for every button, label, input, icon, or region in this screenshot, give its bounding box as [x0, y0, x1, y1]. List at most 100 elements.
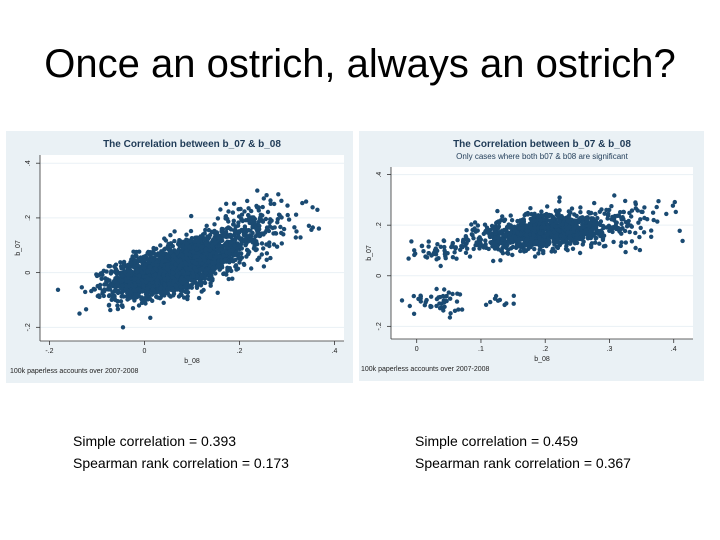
scatter-point	[285, 212, 290, 218]
scatter-point	[469, 232, 474, 237]
scatter-point	[137, 273, 142, 278]
scatter-point	[281, 226, 287, 232]
scatter-point	[210, 276, 215, 282]
scatter-point	[242, 237, 248, 242]
x-axis-label: b_08	[534, 356, 550, 363]
scatter-point	[261, 196, 266, 201]
scatter-point	[483, 238, 488, 243]
scatter-point	[232, 237, 238, 242]
scatter-point	[442, 304, 447, 309]
scatter-point	[213, 254, 219, 260]
y-tick-label: 0	[25, 271, 32, 275]
scatter-point	[627, 229, 632, 235]
scatter-point	[202, 236, 207, 242]
scatter-point	[616, 226, 621, 231]
y-axis-label: b_07	[15, 240, 22, 256]
scatter-point	[551, 222, 556, 227]
scatter-point	[136, 303, 142, 308]
scatter-point	[500, 237, 506, 242]
scatter-point	[587, 220, 593, 225]
scatter-point	[601, 225, 606, 231]
scatter-point	[469, 222, 474, 227]
scatter-point	[233, 230, 239, 236]
scatter-point	[589, 244, 594, 250]
scatter-point	[242, 233, 247, 238]
scatter-point	[573, 219, 578, 225]
scatter-point	[637, 247, 643, 253]
scatter-point	[428, 304, 433, 310]
scatter-point	[197, 268, 203, 273]
scatter-point	[633, 245, 638, 251]
scatter-point	[443, 294, 449, 299]
y-axis-label: b_07	[366, 245, 373, 261]
scatter-point	[623, 240, 628, 245]
scatter-point	[163, 290, 169, 296]
scatter-point	[206, 243, 211, 249]
scatter-point	[198, 234, 203, 239]
scatter-point	[571, 227, 576, 233]
scatter-point	[456, 307, 461, 312]
scatter-point	[184, 232, 189, 237]
scatter-point	[600, 237, 606, 243]
scatter-point	[622, 228, 628, 234]
scatter-point	[191, 249, 196, 254]
scatter-point	[263, 216, 269, 222]
scatter-point	[206, 276, 212, 282]
scatter-point	[161, 300, 166, 305]
scatter-point	[517, 241, 522, 246]
scatter-point	[524, 229, 530, 234]
scatter-point	[298, 235, 303, 240]
x-tick-label: -.2	[45, 348, 53, 355]
scatter-point	[611, 215, 616, 220]
scatter-point	[635, 208, 640, 213]
scatter-point	[245, 198, 250, 204]
scatter-svg-right: The Correlation between b_07 & b_08 Only …	[361, 139, 693, 373]
scatter-point	[233, 224, 238, 230]
scatter-point	[604, 207, 609, 213]
scatter-point	[193, 261, 198, 266]
scatter-chart-right: The Correlation between b_07 & b_08 Only …	[359, 131, 704, 381]
scatter-point	[242, 226, 248, 231]
scatter-point	[614, 220, 619, 225]
scatter-point	[110, 283, 116, 289]
scatter-point	[127, 295, 132, 300]
scatter-point	[146, 257, 151, 262]
scatter-point	[246, 206, 251, 211]
scatter-point	[464, 228, 469, 233]
scatter-point	[532, 218, 537, 223]
scatter-point	[153, 272, 158, 277]
chart-title: The Correlation between b_07 & b_08	[103, 139, 281, 150]
scatter-point	[409, 239, 414, 244]
scatter-point	[518, 248, 523, 254]
scatter-point	[188, 228, 194, 234]
scatter-point	[286, 217, 292, 222]
scatter-point	[140, 288, 145, 293]
scatter-point	[656, 199, 661, 204]
scatter-point	[221, 253, 226, 258]
scatter-point	[223, 214, 228, 219]
scatter-point	[264, 225, 270, 230]
scatter-point	[589, 241, 595, 246]
scatter-point	[633, 201, 638, 207]
scatter-point	[464, 235, 469, 240]
scatter-point	[475, 223, 481, 228]
scatter-point	[100, 272, 105, 277]
scatter-point	[493, 230, 498, 236]
scatter-point	[578, 231, 583, 236]
scatter-point	[182, 280, 187, 285]
scatter-point	[137, 249, 142, 254]
scatter-point	[249, 218, 254, 224]
scatter-point	[502, 218, 507, 224]
scatter-point	[532, 254, 538, 259]
scatter-point	[222, 233, 228, 238]
scatter-point	[424, 255, 430, 260]
scatter-point	[187, 244, 192, 250]
scatter-point	[418, 293, 423, 298]
scatter-point	[561, 234, 567, 239]
scatter-point	[310, 205, 315, 210]
scatter-point	[106, 293, 112, 299]
scatter-point	[629, 224, 634, 229]
scatter-point	[441, 298, 446, 303]
scatter-point	[436, 295, 441, 300]
scatter-point	[199, 244, 205, 249]
